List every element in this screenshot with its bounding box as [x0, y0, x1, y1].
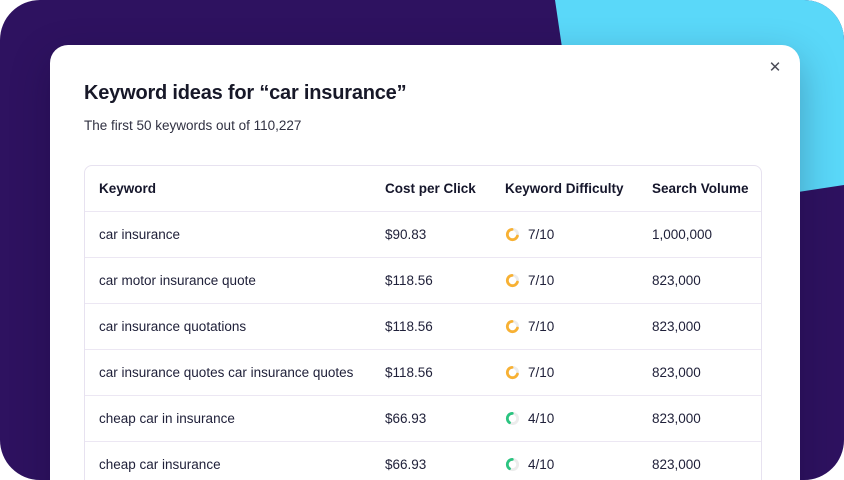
search-volume-cell: 823,000 [652, 273, 701, 288]
difficulty-label: 4/10 [528, 411, 555, 426]
difficulty-donut-icon [505, 457, 520, 472]
table-row: cheap car insurance $66.93 4/10 823,000 [85, 441, 761, 480]
column-header: Search Volume [652, 181, 749, 196]
difficulty-donut-icon [505, 227, 520, 242]
difficulty-label: 7/10 [528, 227, 555, 242]
keyword-table-frame: Keyword Cost per Click Keyword Difficulty S… [84, 165, 762, 480]
difficulty-cell: 4/10 [505, 411, 652, 426]
keyword-table-body: car insurance $90.83 7/10 1,000,000 car moto… [85, 211, 761, 480]
difficulty-cell: 7/10 [505, 365, 652, 380]
keyword-cell: car motor insurance quote [99, 273, 256, 288]
search-volume-cell: 823,000 [652, 319, 701, 334]
difficulty-donut-icon [505, 365, 520, 380]
table-row: car insurance $90.83 7/10 1,000,000 [85, 211, 761, 257]
cost-per-click-cell: $118.56 [385, 273, 433, 288]
modal-title: Keyword ideas for “car insurance” [84, 82, 407, 104]
cost-per-click-cell: $118.56 [385, 365, 433, 380]
difficulty-donut-icon [505, 273, 520, 288]
cost-per-click-cell: $66.93 [385, 411, 427, 426]
search-volume-cell: 823,000 [652, 411, 701, 426]
column-header: Cost per Click [385, 181, 476, 196]
table-row: car motor insurance quote $118.56 7/10 823,… [85, 257, 761, 303]
table-row: cheap car in insurance $66.93 4/10 823,000 [85, 395, 761, 441]
search-volume-cell: 823,000 [652, 365, 701, 380]
difficulty-donut-icon [505, 319, 520, 334]
close-button[interactable]: ✕ [760, 53, 790, 83]
difficulty-label: 7/10 [528, 319, 555, 334]
difficulty-label: 7/10 [528, 365, 555, 380]
keyword-cell: cheap car insurance [99, 457, 221, 472]
cost-per-click-cell: $90.83 [385, 227, 427, 242]
keyword-table: Keyword Cost per Click Keyword Difficulty S… [85, 166, 761, 480]
difficulty-cell: 7/10 [505, 319, 652, 334]
close-icon: ✕ [768, 59, 782, 76]
column-header: Keyword Difficulty [505, 181, 624, 196]
search-volume-cell: 1,000,000 [652, 227, 713, 242]
table-row: car insurance quotes car insurance quote… [85, 349, 761, 395]
column-header: Keyword [99, 181, 157, 196]
keyword-cell: cheap car in insurance [99, 411, 235, 426]
modal-subtitle: The first 50 keywords out of 110,227 [84, 118, 302, 133]
difficulty-cell: 7/10 [505, 227, 652, 242]
table-row: car insurance quotations $118.56 7/10 823,0… [85, 303, 761, 349]
cost-per-click-cell: $118.56 [385, 319, 433, 334]
difficulty-label: 4/10 [528, 457, 555, 472]
difficulty-cell: 7/10 [505, 273, 652, 288]
keyword-ideas-modal: ✕ Keyword ideas for “car insurance” The … [50, 45, 800, 480]
keyword-cell: car insurance quotes car insurance quote… [99, 365, 354, 380]
difficulty-label: 7/10 [528, 273, 555, 288]
table-header-row: Keyword Cost per Click Keyword Difficulty S… [85, 166, 761, 211]
search-volume-cell: 823,000 [652, 457, 701, 472]
cost-per-click-cell: $66.93 [385, 457, 427, 472]
keyword-cell: car insurance quotations [99, 319, 247, 334]
difficulty-donut-icon [505, 411, 520, 426]
keyword-cell: car insurance [99, 227, 181, 242]
difficulty-cell: 4/10 [505, 457, 652, 472]
